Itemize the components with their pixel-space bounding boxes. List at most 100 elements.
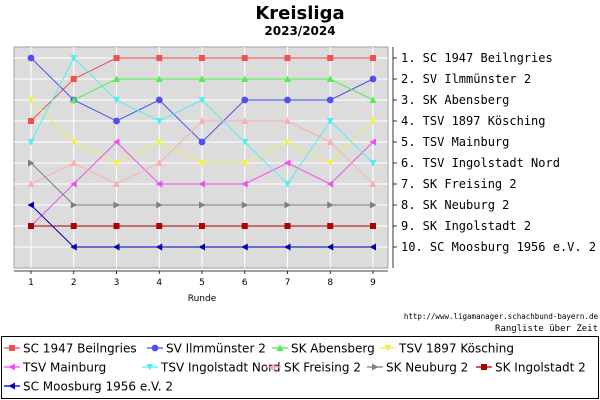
series-5 [27,55,377,188]
data-point [284,223,291,229]
data-point [369,180,377,187]
rank-label: 10. SC Moosburg 1956 e.V. 2 [401,240,596,254]
legend-label: TSV Ingolstadt Nord [160,361,281,375]
data-point [369,75,377,83]
data-point [369,160,377,167]
data-point [28,118,34,124]
data-point [198,75,206,82]
data-point [284,201,291,209]
series-7 [28,159,377,209]
data-point [284,243,291,251]
series-3 [27,97,377,167]
data-point [326,180,334,188]
data-point [27,97,35,104]
data-point [28,159,35,167]
legend-label: SK Ingolstadt 2 [495,361,586,375]
data-point [241,160,249,167]
legend-item: SK Abensberg [272,342,375,356]
data-point [198,97,206,104]
data-point [156,223,163,229]
x-tick-label: 8 [327,278,333,288]
legend-item: SK Ingolstadt 2 [476,361,586,375]
data-point [241,223,248,229]
legend-item: TSV 1897 Kösching [380,342,514,356]
x-tick-label: 4 [156,278,162,288]
legend-marker [372,363,379,371]
data-point [70,139,78,146]
data-point [326,118,334,125]
data-point [326,160,334,167]
series-9 [27,201,376,251]
data-point [369,118,377,125]
data-point [113,75,120,82]
data-point [28,223,34,229]
data-point [27,201,34,209]
rank-label: 5. TSV Mainburg [401,135,509,149]
legend-marker [151,344,159,352]
axes: 1 2 3 4 5 6 7 8 9 [14,47,397,288]
chart-note: Rangliste über Zeit [495,324,598,334]
data-point [199,223,205,229]
legend-item: SK Freising 2 [265,361,361,375]
data-point [241,96,249,104]
data-point [155,75,163,82]
data-point [326,96,334,104]
data-point [198,180,205,188]
plot-area [13,46,389,269]
data-point [284,75,291,82]
data-point [155,96,163,104]
data-point [113,180,120,187]
data-point [241,180,248,188]
chart-subtitle: 2023/2024 [264,24,335,38]
data-point [284,96,291,104]
rank-label: 3. SK Abensberg [401,93,509,107]
x-tick-label: 2 [71,278,77,288]
x-axis-label: Runde [188,294,217,304]
data-point [241,139,249,146]
data-point [27,139,35,146]
legend-box [1,336,599,399]
legend-marker [276,344,284,351]
data-point [370,201,377,209]
legend-label: SC 1947 Beilngries [23,342,137,356]
data-point [198,138,206,146]
legend-label: SV Ilmmünster 2 [166,342,266,356]
series-2 [70,75,377,103]
legend-item: SC Moosburg 1956 e.V. 2 [4,380,173,394]
data-point [241,75,249,82]
rank-label: 8. SK Neuburg 2 [401,198,509,212]
data-point [70,201,78,209]
data-point [156,201,163,209]
data-point [156,55,163,61]
data-point [155,159,163,166]
rank-label: 7. SK Freising 2 [401,177,517,191]
data-point [370,223,376,229]
data-point [241,243,248,251]
data-point [27,54,35,62]
legend-marker [384,345,392,352]
data-point [326,75,334,82]
ranking-labels: 1. SC 1947 Beilngries 2. SV Ilmmünster 2… [401,51,596,254]
legend-item: SC 1947 Beilngries [4,342,137,356]
source-url: http://www.ligamanager.schachbund-bayern… [404,312,599,321]
legend-item: TSV Ingolstadt Nord [142,361,281,375]
data-point [369,138,376,146]
legend-marker [8,363,15,371]
legend-marker [8,382,15,390]
data-point [70,180,77,188]
rank-label: 6. TSV Ingolstadt Nord [401,156,560,170]
legend-label: SC Moosburg 1956 e.V. 2 [23,380,173,394]
series-lines [27,54,377,251]
legend-label: SK Neuburg 2 [386,361,468,375]
legend-label: TSV Mainburg [22,361,106,375]
rank-label: 1. SC 1947 Beilngries [401,51,553,65]
x-tick-label: 9 [370,278,376,288]
data-point [70,243,77,251]
data-point [284,117,291,124]
legend-item: SV Ilmmünster 2 [147,342,266,356]
data-point [326,243,334,251]
plot-background [13,46,389,269]
rank-label: 2. SV Ilmmünster 2 [401,72,531,86]
data-point [70,96,78,103]
